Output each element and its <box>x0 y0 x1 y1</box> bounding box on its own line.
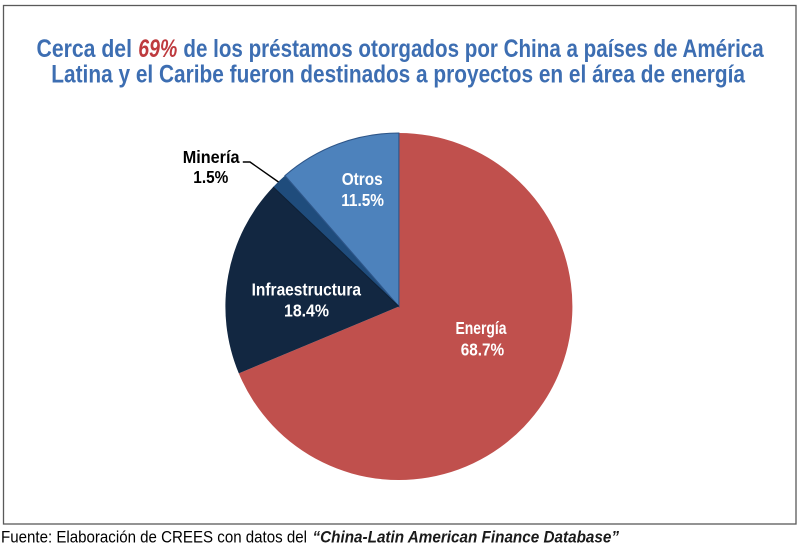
svg-text:de los préstamos otorgados por: de los préstamos otorgados por China a p… <box>183 36 764 63</box>
svg-text:1.5%: 1.5% <box>193 167 228 187</box>
svg-text:Energía: Energía <box>456 318 507 338</box>
svg-text:69%: 69% <box>138 36 177 63</box>
svg-text:Fuente: Elaboración de CREES c: Fuente: Elaboración de CREES con datos d… <box>1 528 307 547</box>
svg-text:Cerca del: Cerca del <box>37 36 133 63</box>
svg-text:18.4%: 18.4% <box>284 300 329 320</box>
svg-text:11.5%: 11.5% <box>341 190 384 210</box>
svg-text:Latina y el Caribe fueron dest: Latina y el Caribe fueron destinados a p… <box>51 62 745 89</box>
svg-text:“China-Latin American Finance: “China-Latin American Finance Database” <box>313 528 620 547</box>
svg-text:Infraestructura: Infraestructura <box>252 279 362 299</box>
svg-text:Otros: Otros <box>342 169 383 189</box>
svg-text:Minería: Minería <box>183 147 240 167</box>
svg-text:68.7%: 68.7% <box>461 340 505 360</box>
